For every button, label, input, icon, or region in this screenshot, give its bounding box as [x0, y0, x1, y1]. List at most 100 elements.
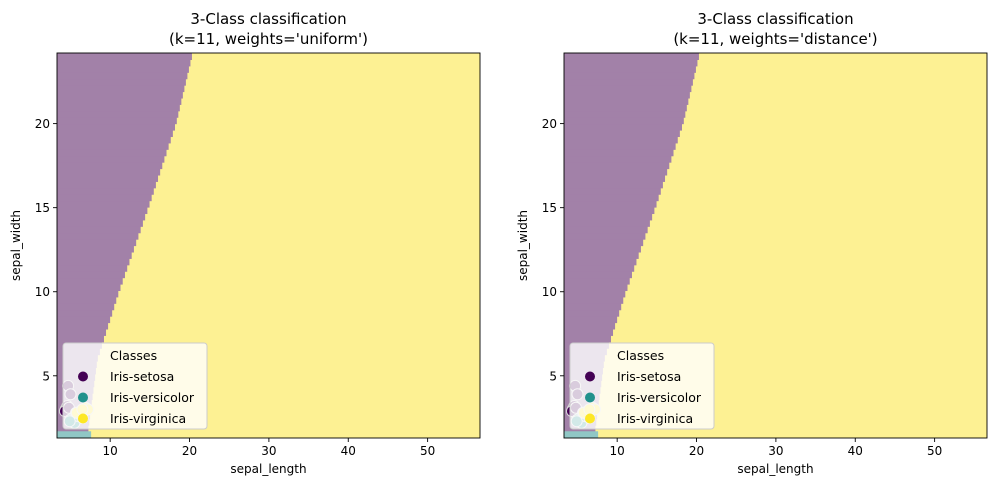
region-setosa-step	[564, 187, 661, 195]
region-setosa-step	[57, 219, 143, 227]
y-tick-label: 10	[542, 285, 557, 299]
x-tick-label: 50	[927, 444, 942, 458]
region-setosa-step	[57, 316, 111, 324]
region-setosa-step	[564, 316, 618, 324]
region-setosa-step	[57, 123, 175, 131]
region-setosa-step	[57, 335, 104, 343]
region-setosa-step	[57, 168, 161, 176]
region-setosa-step	[57, 162, 163, 170]
region-setosa-step	[57, 200, 150, 208]
region-setosa-step	[564, 162, 670, 170]
legend-marker-iris-virginica	[585, 413, 595, 424]
legend-marker-iris-versicolor	[585, 392, 595, 403]
region-setosa-step	[57, 110, 179, 118]
region-setosa-step	[564, 309, 620, 317]
region-setosa-step	[57, 207, 148, 215]
region-setosa-step	[564, 104, 687, 112]
region-setosa-step	[564, 123, 682, 131]
region-setosa-step	[564, 200, 657, 208]
region-setosa-step	[564, 174, 666, 182]
x-axis-label: sepal_length	[737, 462, 813, 476]
region-setosa-step	[564, 232, 646, 240]
region-setosa-step	[57, 264, 128, 272]
region-setosa-step	[57, 65, 189, 73]
legend-title: Classes	[110, 348, 157, 363]
region-setosa-step	[57, 258, 130, 266]
region-setosa-step	[57, 130, 173, 138]
x-tick-label: 50	[420, 444, 435, 458]
x-tick-label: 30	[261, 444, 276, 458]
region-setosa-step	[564, 322, 616, 330]
region-setosa-step	[57, 328, 107, 336]
region-setosa-step	[57, 194, 152, 202]
region-setosa-step	[564, 271, 632, 279]
region-setosa-step	[57, 239, 137, 247]
region-setosa-step	[564, 328, 614, 336]
region-setosa-step	[57, 78, 186, 86]
region-setosa-step	[564, 97, 689, 105]
region-setosa-step	[57, 136, 171, 144]
region-setosa-step	[564, 155, 672, 163]
region-setosa-step	[564, 258, 637, 266]
region-setosa-step	[57, 271, 125, 279]
region-setosa-step	[564, 264, 635, 272]
y-tick-label: 20	[35, 117, 50, 131]
x-tick-label: 20	[182, 444, 197, 458]
x-axis-label: sepal_length	[230, 462, 306, 476]
region-setosa-step	[57, 59, 191, 67]
region-setosa-step	[57, 309, 113, 317]
y-tick-label: 10	[35, 285, 50, 299]
region-setosa-step	[564, 290, 626, 298]
region-setosa-step	[564, 226, 648, 234]
x-tick-label: 40	[341, 444, 356, 458]
region-versicolor	[564, 431, 599, 438]
x-tick-label: 40	[848, 444, 863, 458]
region-setosa-step	[564, 117, 684, 125]
x-tick-label: 20	[689, 444, 704, 458]
legend-marker-iris-setosa	[585, 371, 595, 382]
y-axis-label: sepal_width	[516, 210, 530, 281]
legend-entry: Iris-setosa	[617, 369, 681, 384]
y-tick-label: 15	[542, 201, 557, 215]
region-setosa-step	[564, 181, 663, 189]
region-setosa-step	[564, 168, 668, 176]
region-setosa-step	[57, 85, 185, 93]
legend-title: Classes	[617, 348, 664, 363]
chart-panel-2: 10 20 30 40 50 5 10 15 20 sepal_length sepal_width…	[516, 10, 988, 476]
region-setosa-step	[57, 149, 167, 157]
y-tick-label: 5	[549, 369, 557, 383]
y-tick-label: 20	[542, 117, 557, 131]
region-setosa-step	[57, 226, 141, 234]
x-tick-label: 10	[610, 444, 625, 458]
region-setosa-step	[564, 59, 698, 67]
region-setosa-step	[564, 207, 655, 215]
region-setosa-step	[57, 303, 115, 311]
region-setosa-step	[564, 85, 692, 93]
region-setosa-step	[564, 78, 693, 86]
y-axis-label: sepal_width	[9, 210, 23, 281]
legend-entry: Iris-versicolor	[110, 390, 195, 405]
chart-title-line: (k=11, weights='distance')	[673, 30, 877, 48]
region-setosa-step	[57, 104, 180, 112]
region-setosa-step	[57, 91, 183, 99]
region-setosa-step	[57, 155, 165, 163]
region-setosa-step	[564, 142, 676, 150]
legend-marker-iris-versicolor	[78, 392, 88, 403]
legend-entry: Iris-virginica	[617, 411, 693, 426]
x-tick-label: 30	[768, 444, 783, 458]
region-setosa-step	[57, 117, 177, 125]
region-setosa-step	[564, 136, 678, 144]
region-setosa-step	[564, 72, 695, 80]
region-setosa-step	[564, 219, 650, 227]
region-setosa-step	[57, 72, 188, 80]
region-setosa-step	[57, 187, 154, 195]
region-setosa-step	[564, 245, 641, 253]
legend-marker-iris-setosa	[78, 371, 88, 382]
chart-panel-1: 10 20 30 40 50 5 10 15 20 sepal_length sepal_width…	[9, 10, 481, 476]
region-setosa-step	[57, 181, 156, 189]
region-setosa-step	[57, 142, 169, 150]
region-setosa-step	[57, 296, 117, 304]
region-setosa-step	[564, 194, 659, 202]
region-setosa-step	[57, 284, 121, 292]
